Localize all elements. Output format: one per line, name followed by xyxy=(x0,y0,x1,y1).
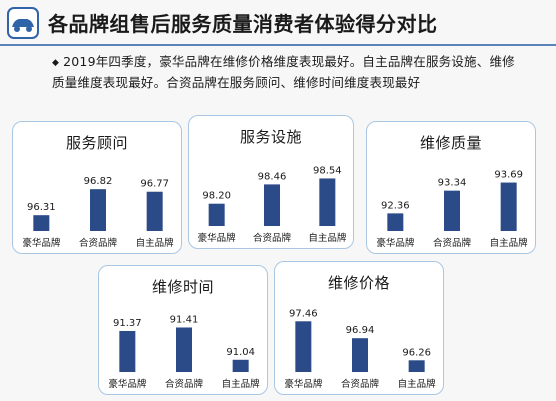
category-label: 豪华品牌 xyxy=(22,237,61,249)
chart-title: 服务设施 xyxy=(239,128,302,146)
chart-title: 维修价格 xyxy=(327,274,390,292)
bar xyxy=(352,338,368,372)
category-label: 自主品牌 xyxy=(222,378,261,390)
summary-text: 2019年四季度，豪华品牌在维修价格维度表现最好。自主品牌在服务设施、维修质量维… xyxy=(52,54,515,90)
bar-value-label: 96.94 xyxy=(346,325,375,336)
bar xyxy=(444,190,460,231)
category-label: 合资品牌 xyxy=(165,378,204,390)
chart-card-service-advisor: 服务顾问 96.31 豪华品牌 96.82 合资品牌 96.77 自主品牌 xyxy=(12,121,182,254)
bar xyxy=(264,184,280,226)
bar xyxy=(408,360,425,372)
category-label: 豪华品牌 xyxy=(198,232,237,244)
category-label: 自主品牌 xyxy=(398,378,437,390)
bar-chart: 91.37 豪华品牌 91.41 合资品牌 91.04 自主品牌 xyxy=(108,314,261,390)
bar xyxy=(295,321,312,372)
bar-value-label: 98.46 xyxy=(258,171,287,182)
bar xyxy=(119,330,136,372)
chart-card-repair-time: 维修时间 91.37 豪华品牌 91.41 合资品牌 91.04 自主品牌 xyxy=(98,265,268,395)
category-label: 自主品牌 xyxy=(490,237,529,249)
header-divider xyxy=(0,44,556,46)
chart-card-service-facilities: 服务设施 98.20 豪华品牌 98.46 合资品牌 98.54 自主品牌 xyxy=(188,115,354,249)
bar-value-label: 98.20 xyxy=(202,191,231,202)
bar-value-label: 93.69 xyxy=(494,170,523,181)
bar xyxy=(90,189,106,231)
bar xyxy=(146,191,163,231)
category-label: 豪华品牌 xyxy=(376,237,415,249)
bar-value-label: 91.41 xyxy=(170,314,199,325)
bar-chart: 98.20 豪华品牌 98.46 合资品牌 98.54 自主品牌 xyxy=(198,165,347,244)
page-title: 各品牌组售后服务质量消费者体验得分对比 xyxy=(48,12,438,36)
bar xyxy=(176,327,192,372)
category-label: 豪华品牌 xyxy=(284,378,323,390)
bar xyxy=(319,178,336,226)
bar-chart: 96.31 豪华品牌 96.82 合资品牌 96.77 自主品牌 xyxy=(22,176,175,249)
bar-value-label: 96.26 xyxy=(402,347,431,358)
bar-value-label: 98.54 xyxy=(313,165,342,176)
bar xyxy=(208,203,225,226)
category-label: 合资品牌 xyxy=(433,237,472,249)
header: 各品牌组售后服务质量消费者体验得分对比 xyxy=(0,0,556,46)
bar-chart: 97.46 豪华品牌 96.94 合资品牌 96.26 自主品牌 xyxy=(284,308,437,390)
chart-title: 服务顾问 xyxy=(65,134,128,152)
chart-card-repair-quality: 维修质量 92.36 豪华品牌 93.34 合资品牌 93.69 自主品牌 xyxy=(366,121,536,254)
category-label: 豪华品牌 xyxy=(108,378,147,390)
category-label: 自主品牌 xyxy=(308,232,347,244)
bar xyxy=(500,182,517,231)
category-label: 合资品牌 xyxy=(253,232,292,244)
bar-value-label: 96.77 xyxy=(140,179,169,190)
bar xyxy=(232,359,249,372)
chart-title: 维修质量 xyxy=(419,134,482,152)
bar-value-label: 97.46 xyxy=(289,308,318,319)
bar xyxy=(33,215,50,231)
summary-text-block: ◆ 2019年四季度，豪华品牌在维修价格维度表现最好。自主品牌在服务设施、维修质量… xyxy=(52,52,522,92)
car-logo-icon xyxy=(7,7,39,39)
bar-chart: 92.36 豪华品牌 93.34 合资品牌 93.69 自主品牌 xyxy=(376,170,529,249)
category-label: 自主品牌 xyxy=(136,237,175,249)
category-label: 合资品牌 xyxy=(341,378,380,390)
chart-title: 维修时间 xyxy=(151,278,214,296)
bar xyxy=(387,213,404,231)
bar-value-label: 93.34 xyxy=(438,178,467,189)
bar-value-label: 96.82 xyxy=(84,176,113,187)
bar-value-label: 92.36 xyxy=(381,200,410,211)
category-label: 合资品牌 xyxy=(79,237,118,249)
bar-value-label: 91.04 xyxy=(226,347,255,358)
bar-value-label: 96.31 xyxy=(27,202,56,213)
diamond-bullet-icon: ◆ xyxy=(52,58,60,68)
chart-card-repair-price: 维修价格 97.46 豪华品牌 96.94 合资品牌 96.26 自主品牌 xyxy=(274,261,444,395)
bar-value-label: 91.37 xyxy=(113,318,142,329)
